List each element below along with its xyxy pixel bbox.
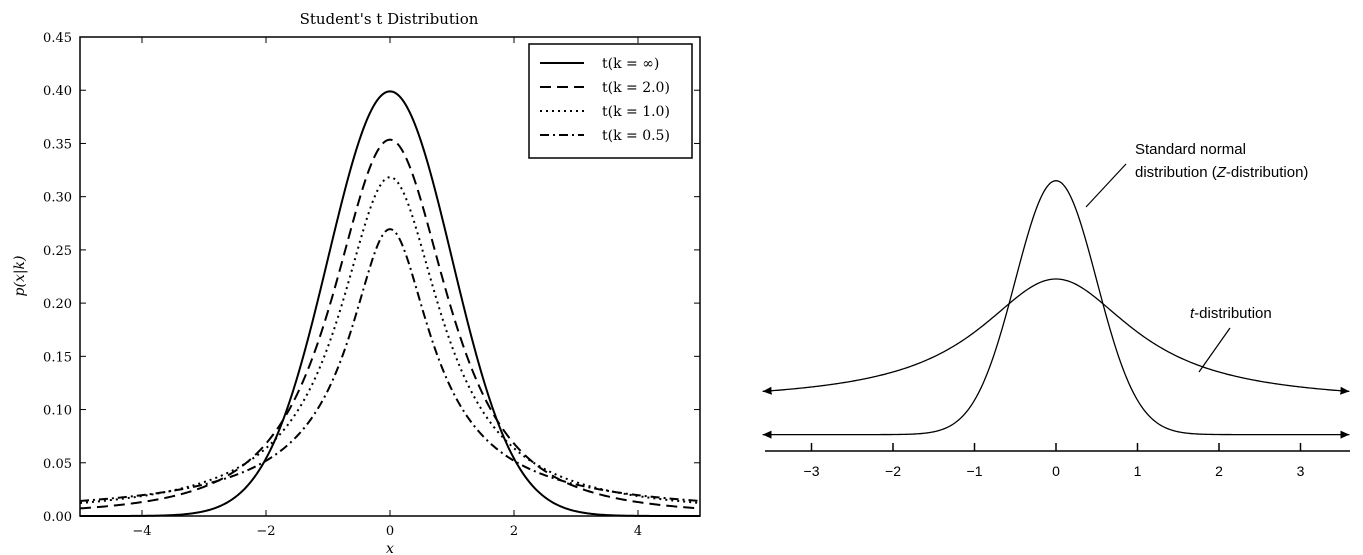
x-tick-label: −1 — [967, 463, 983, 479]
x-tick-label: 4 — [634, 524, 642, 539]
y-tick-label: 0.10 — [43, 404, 72, 419]
plot-frame — [79, 36, 701, 517]
legend-label: t(k = 2.0) — [602, 80, 670, 96]
series-line — [79, 138, 701, 510]
y-tick-label: 0.35 — [43, 137, 72, 152]
t-curve — [762, 278, 1350, 395]
legend: t(k = ∞) t(k = 2.0) t(k = 1.0) t(k = 0.5) — [528, 43, 693, 159]
series-line — [79, 176, 701, 504]
x-tick-label: 0 — [1052, 463, 1060, 479]
y-tick-label: 0.25 — [43, 244, 72, 259]
z-vs-t-diagram: −3 −2 −1 0 1 2 3 Standard normal distribution … — [762, 141, 1350, 479]
y-tick-label: 0.30 — [43, 191, 72, 206]
curves — [762, 180, 1350, 439]
legend-items: t(k = ∞) t(k = 2.0) t(k = 1.0) t(k = 0.5) — [540, 56, 670, 144]
legend-label: t(k = 1.0) — [602, 104, 670, 120]
y-tick-label: 0.40 — [43, 84, 72, 99]
y-tick-label: 0.45 — [43, 31, 72, 46]
legend-label: t(k = 0.5) — [602, 128, 670, 144]
y-axis-label: p(x|k) — [12, 256, 28, 297]
x-tick-label: −2 — [885, 463, 901, 479]
chart-title: Student's t Distribution — [300, 10, 479, 28]
x-tick-label: 0 — [386, 524, 394, 539]
x-axis-ticks: −4 −2 0 2 4 — [132, 37, 642, 539]
legend-label: t(k = ∞) — [602, 56, 659, 72]
x-axis-label: x — [386, 541, 394, 555]
y-tick-label: 0.20 — [43, 297, 72, 312]
x-tick-label: 2 — [1215, 463, 1223, 479]
x-tick-label: 2 — [510, 524, 518, 539]
y-tick-label: 0.00 — [43, 510, 72, 525]
y-tick-label: 0.15 — [43, 350, 72, 365]
x-tick-label: −3 — [804, 463, 820, 479]
normal-annotation: Standard normal distribution (Z-distribu… — [1135, 141, 1308, 181]
x-tick-label: −2 — [256, 524, 275, 539]
x-tick-label: 1 — [1134, 463, 1142, 479]
x-tick-label: −4 — [132, 524, 151, 539]
curves — [79, 90, 701, 517]
series-line — [79, 228, 701, 502]
y-tick-label: 0.05 — [43, 457, 72, 472]
t-annotation-leader — [1198, 327, 1231, 373]
normal-curve — [762, 180, 1350, 439]
student-t-chart: Student's t Distribution 0.00 0.05 0.10 0.1… — [12, 10, 701, 555]
x-tick-label: 3 — [1297, 463, 1305, 479]
series-line — [80, 90, 700, 517]
t-annotation: t-distribution — [1190, 305, 1272, 322]
x-axis-ticks: −3 −2 −1 0 1 2 3 — [804, 443, 1305, 479]
y-axis-ticks: 0.00 0.05 0.10 0.15 0.20 0.25 0.30 0.35 0.40 0.45 — [43, 31, 700, 525]
normal-annotation-leader — [1085, 163, 1127, 208]
